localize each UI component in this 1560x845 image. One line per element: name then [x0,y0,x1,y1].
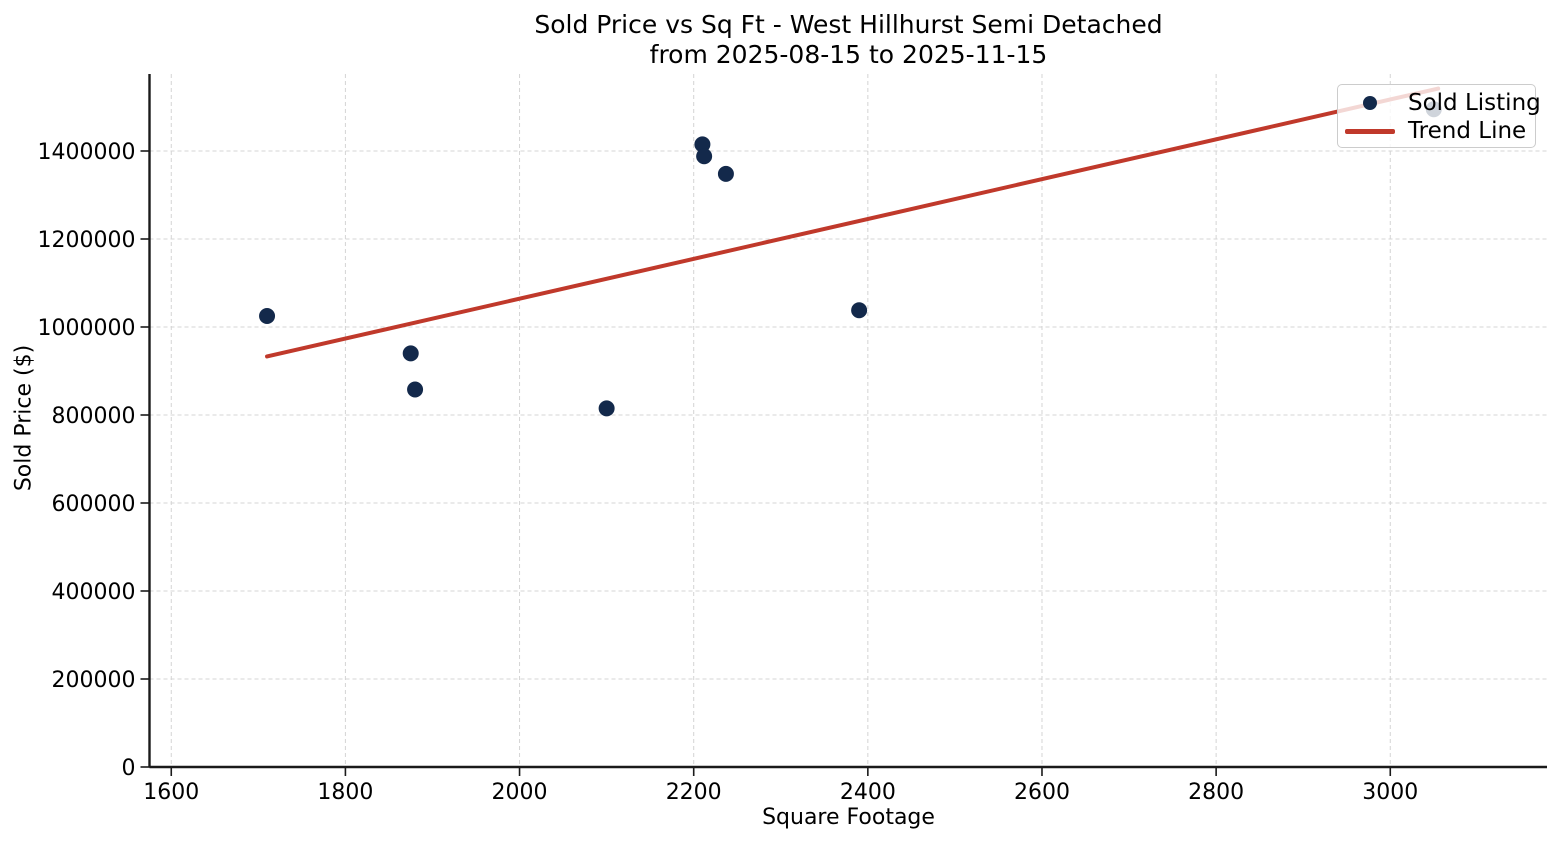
y-tick-label: 0 [122,756,136,781]
legend-item-sold-listing: Sold Listing [1338,89,1541,117]
legend-label-trend-line: Trend Line [1408,118,1527,144]
y-tick-label: 1200000 [38,228,136,253]
scatter-point [851,302,868,319]
scatter-point [407,381,424,398]
sold-listing-marker-icon [1363,96,1377,110]
x-tick-label: 3000 [1362,780,1418,805]
chart-title: Sold Price vs Sq Ft - West Hillhurst Sem… [150,10,1547,70]
x-tick-label: 2600 [1014,780,1070,805]
scatter-point [598,400,615,417]
scatter-point [696,148,713,165]
y-tick-label: 600000 [52,492,136,517]
y-axis-label: Sold Price ($) [11,344,37,492]
y-tick-label: 200000 [52,668,136,693]
x-axis-label: Square Footage [762,805,935,830]
trend-line [265,86,1441,359]
scatter-point [694,136,711,153]
y-tick-label: 1000000 [38,316,136,341]
x-tick-label: 1600 [143,780,199,805]
x-tick-label: 2400 [840,780,896,805]
scatter-point [402,345,419,362]
legend-item-trend-line: Trend Line [1338,117,1535,145]
y-tick-label: 1400000 [38,140,136,165]
trend-line-marker-icon [1345,128,1395,134]
chart-title-line1: Sold Price vs Sq Ft - West Hillhurst Sem… [534,10,1163,39]
x-tick-label: 2200 [666,780,722,805]
x-tick-label: 2000 [492,780,548,805]
y-tick-label: 400000 [52,580,136,605]
scatter-point [259,308,276,324]
scatter-point [717,165,734,182]
y-tick-label: 800000 [52,404,136,429]
legend-label-sold-listing: Sold Listing [1408,90,1541,116]
chart-title-line2: from 2025-08-15 to 2025-11-15 [649,40,1048,69]
x-tick-label: 2800 [1188,780,1244,805]
x-tick-label: 1800 [317,780,373,805]
legend-box: Sold Listing Trend Line [1337,84,1541,148]
